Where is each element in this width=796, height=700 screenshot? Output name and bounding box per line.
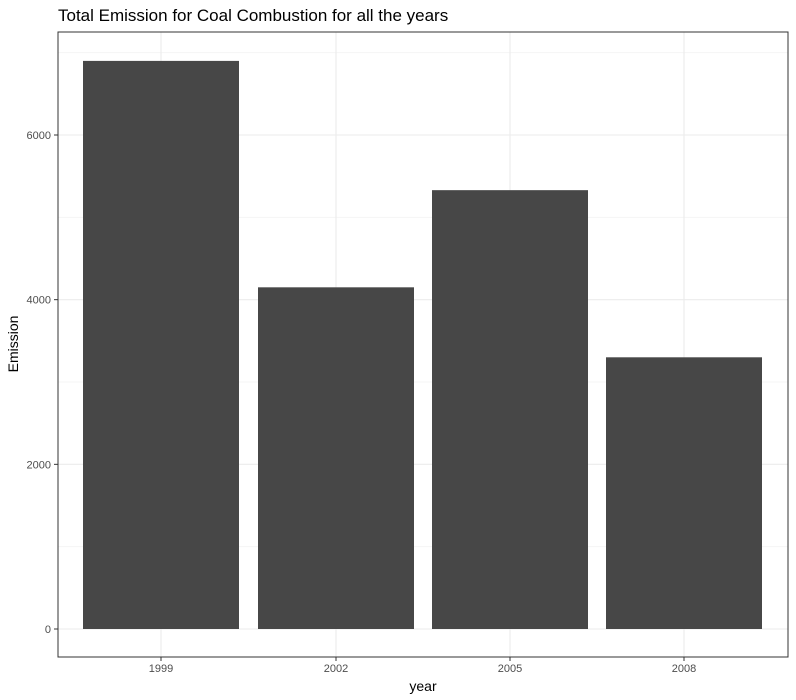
y-axis: 0 2000 4000 6000 (27, 130, 58, 636)
y-tick-label: 0 (45, 624, 51, 636)
panel-border (57, 31, 789, 658)
chart-title: Total Emission for Coal Combustion for a… (58, 6, 448, 25)
x-axis-title: year (409, 678, 437, 694)
x-axis: 1999 2002 2005 2008 (149, 657, 696, 675)
x-tick-label: 1999 (149, 663, 173, 675)
bar-2008 (606, 357, 762, 629)
x-tick-label: 2005 (498, 663, 522, 675)
y-tick-label: 4000 (27, 295, 51, 307)
y-tick-label: 2000 (27, 459, 51, 471)
bar-1999 (83, 60, 239, 629)
y-tick-label: 6000 (27, 130, 51, 142)
y-axis-title: Emission (5, 316, 21, 373)
bar-2002 (258, 287, 414, 629)
bar-2005 (432, 190, 588, 629)
x-tick-label: 2008 (672, 663, 696, 675)
bars (83, 60, 762, 629)
x-tick-label: 2002 (324, 663, 348, 675)
